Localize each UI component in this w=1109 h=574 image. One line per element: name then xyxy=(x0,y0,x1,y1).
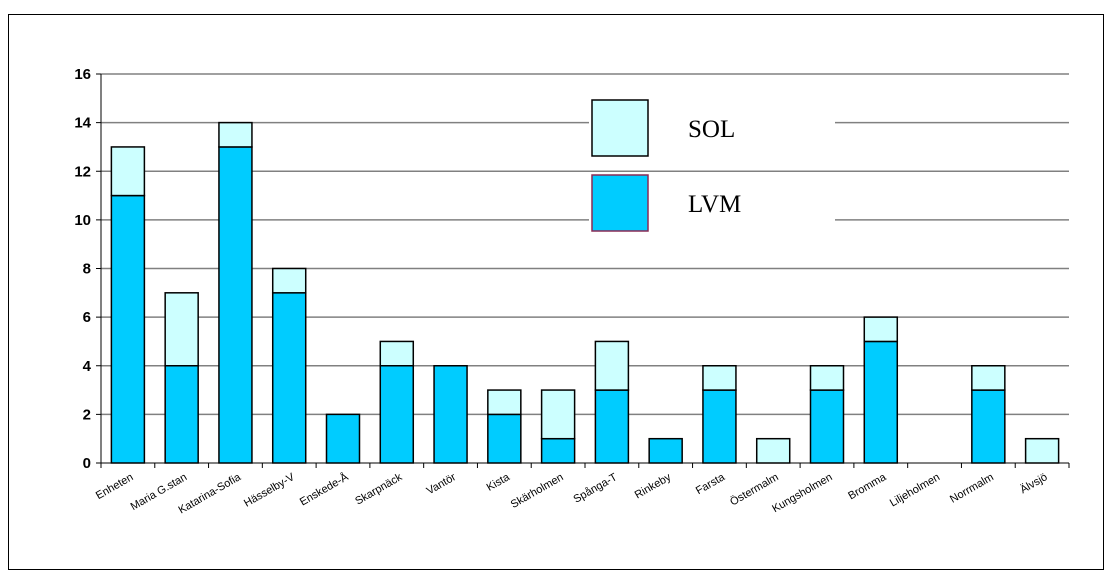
x-tick-label: Skarpnäck xyxy=(353,471,404,508)
bar-lvm xyxy=(218,146,253,464)
x-tick-label: Enskede-Å xyxy=(297,470,351,508)
legend-label-lvm: LVM xyxy=(688,191,741,218)
x-tick-label: Farsta xyxy=(694,471,728,497)
y-tick-label: 10 xyxy=(74,212,91,229)
bar-sol xyxy=(540,389,576,440)
legend-swatch-sol xyxy=(591,99,649,157)
bar-lvm xyxy=(809,389,845,464)
y-tick-label: 16 xyxy=(74,66,91,83)
bar-sol xyxy=(1024,437,1060,464)
x-tick-label: Bromma xyxy=(846,471,889,503)
bar-lvm xyxy=(594,389,630,464)
x-tick-label: Vantör xyxy=(425,471,459,497)
x-tick-label: Kista xyxy=(485,471,513,494)
x-tick-label: Spånga-T xyxy=(572,471,620,506)
bar-sol xyxy=(702,365,737,391)
bar-sol xyxy=(487,389,522,416)
x-tick-label: Norrmalm xyxy=(948,471,996,506)
bar-lvm xyxy=(540,437,576,464)
x-tick-label: Liljeholmen xyxy=(888,471,942,509)
bar-lvm xyxy=(863,340,899,464)
legend-label-sol: SOL xyxy=(688,116,735,143)
x-tick-label: Skärholmen xyxy=(509,471,566,511)
bar-sol xyxy=(218,121,253,148)
y-tick-label: 12 xyxy=(74,163,91,180)
bar-sol xyxy=(971,365,1006,391)
bar-lvm xyxy=(110,194,146,464)
bar-lvm xyxy=(379,365,415,464)
bar-lvm xyxy=(164,365,199,464)
bar-lvm xyxy=(971,389,1006,464)
bar-lvm xyxy=(702,389,737,464)
x-tick-label: Rinkeby xyxy=(633,471,674,502)
bar-lvm xyxy=(648,437,683,464)
bar-sol xyxy=(164,292,199,367)
bar-lvm xyxy=(433,365,468,464)
x-tick-label: Enheten xyxy=(94,471,135,502)
legend-swatch-lvm xyxy=(591,174,649,232)
y-tick-label: 4 xyxy=(83,358,92,375)
x-tick-label: Älvsjö xyxy=(1018,471,1049,496)
chart-frame: 0 2 4 6 8 10 12 14 16 Enheten Maria G.stan Katarina… xyxy=(8,14,1104,570)
bar-sol xyxy=(809,365,845,391)
y-tick-label: 8 xyxy=(83,261,91,278)
bar-lvm xyxy=(325,413,361,464)
bar-sol xyxy=(379,340,415,367)
y-tick-label: 0 xyxy=(83,455,91,472)
y-tick-label: 6 xyxy=(83,309,91,326)
bar-sol xyxy=(594,340,630,391)
x-tick-label: Hässelby-V xyxy=(242,471,297,510)
bar-sol xyxy=(755,437,791,464)
bar-sol xyxy=(863,316,899,343)
bar-sol xyxy=(110,146,146,197)
bar-lvm xyxy=(271,292,307,464)
x-tick-label: Kungsholmen xyxy=(770,471,834,515)
bar-sol xyxy=(271,267,307,294)
y-tick-label: 14 xyxy=(74,115,91,132)
bar-lvm xyxy=(487,413,522,464)
y-tick-label: 2 xyxy=(83,406,91,423)
